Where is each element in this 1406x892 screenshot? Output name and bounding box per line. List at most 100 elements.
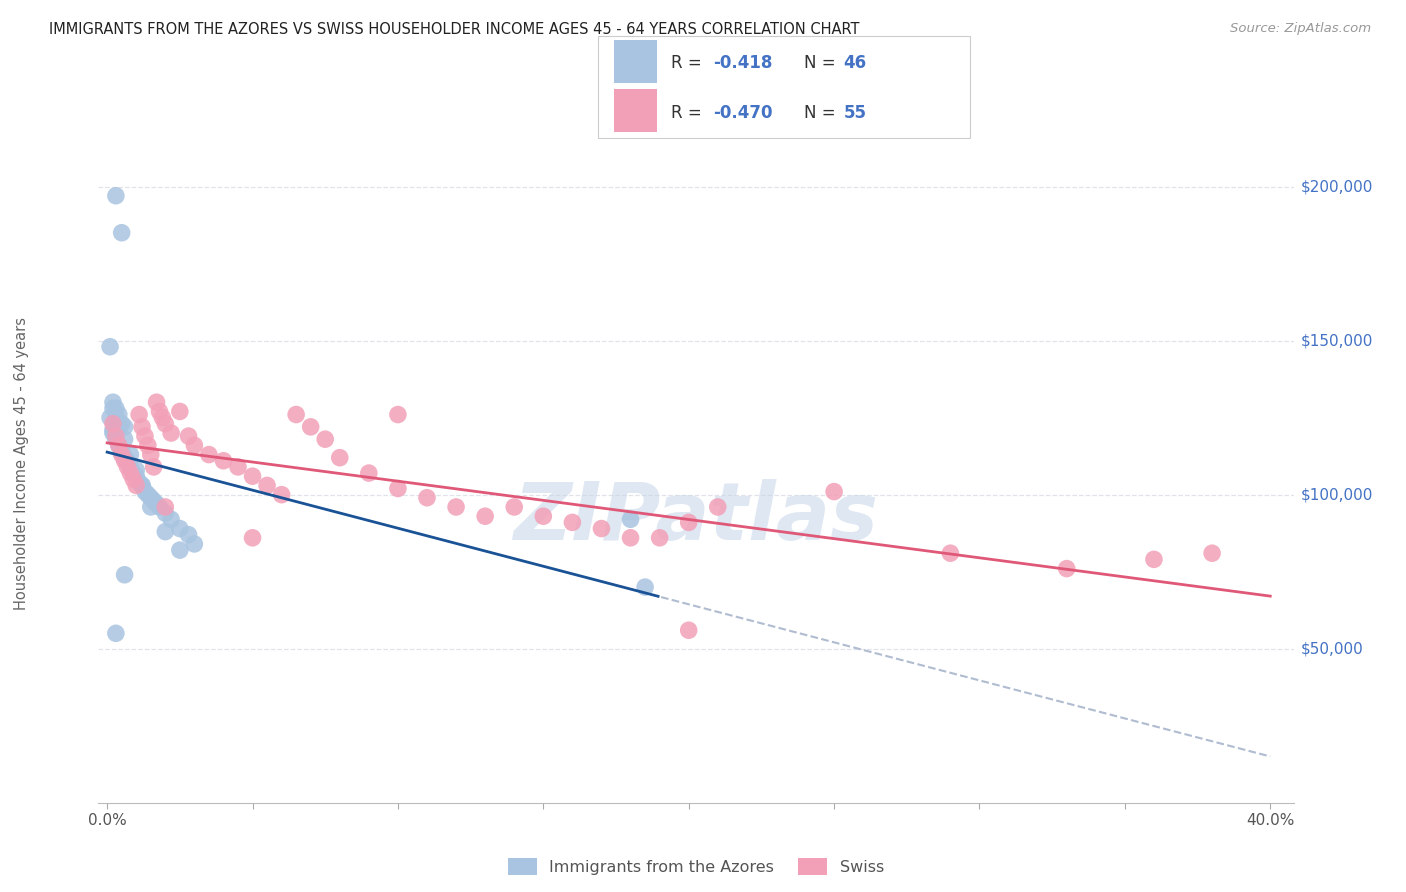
Point [242, 531, 264, 545]
Point [169, 404, 191, 418]
Point [122, 466, 145, 480]
Point [131, 478, 153, 492]
Point [125, 463, 148, 477]
Point [160, 512, 183, 526]
Text: $200,000: $200,000 [1301, 179, 1372, 194]
Text: -0.418: -0.418 [713, 54, 772, 72]
Point [619, 512, 641, 526]
Text: Source: ZipAtlas.com: Source: ZipAtlas.com [1230, 22, 1371, 36]
Point [117, 459, 139, 474]
Point [117, 454, 139, 468]
Point [387, 408, 409, 422]
Point [177, 527, 200, 541]
Point [1143, 552, 1166, 566]
Point [148, 500, 170, 514]
Point [155, 417, 177, 431]
Point [1201, 546, 1223, 560]
Text: $50,000: $50,000 [1301, 641, 1364, 657]
Point [114, 420, 136, 434]
Point [120, 459, 142, 474]
Point [155, 506, 177, 520]
Point [107, 420, 129, 434]
Point [226, 459, 249, 474]
Point [111, 448, 134, 462]
Point [183, 537, 205, 551]
Point [314, 432, 336, 446]
Point [125, 469, 148, 483]
Text: Householder Income Ages 45 - 64 years: Householder Income Ages 45 - 64 years [14, 318, 28, 610]
Point [120, 466, 142, 480]
Text: IMMIGRANTS FROM THE AZORES VS SWISS HOUSEHOLDER INCOME AGES 45 - 64 YEARS CORREL: IMMIGRANTS FROM THE AZORES VS SWISS HOUS… [49, 22, 859, 37]
Point [139, 448, 162, 462]
Point [131, 420, 153, 434]
Point [101, 401, 124, 416]
Point [678, 624, 700, 638]
Point [114, 454, 136, 468]
Point [634, 580, 657, 594]
Point [101, 417, 124, 431]
Point [104, 432, 127, 446]
Text: ZIPatlas: ZIPatlas [513, 479, 879, 558]
Point [104, 626, 127, 640]
Point [104, 188, 127, 202]
Point [136, 438, 159, 452]
Point [619, 531, 641, 545]
Point [939, 546, 962, 560]
Point [128, 475, 150, 490]
Text: $150,000: $150,000 [1301, 333, 1372, 348]
Point [122, 472, 145, 486]
Legend: Immigrants from the Azores, Swiss: Immigrants from the Azores, Swiss [503, 854, 889, 880]
Point [155, 500, 177, 514]
Point [114, 432, 136, 446]
Point [145, 497, 167, 511]
Point [270, 488, 292, 502]
Point [169, 522, 191, 536]
Point [125, 478, 148, 492]
Point [98, 410, 121, 425]
Point [416, 491, 439, 505]
Point [285, 408, 308, 422]
Point [131, 478, 153, 492]
Text: R =: R = [671, 54, 707, 72]
Point [150, 410, 173, 425]
Point [357, 466, 380, 480]
Point [101, 395, 124, 409]
Point [142, 493, 165, 508]
Point [329, 450, 352, 465]
Text: R =: R = [671, 103, 707, 121]
Point [444, 500, 467, 514]
Point [242, 469, 264, 483]
Point [169, 543, 191, 558]
Point [678, 516, 700, 530]
Text: $100,000: $100,000 [1301, 487, 1372, 502]
Point [128, 408, 150, 422]
Point [101, 425, 124, 440]
Point [101, 423, 124, 437]
Point [104, 429, 127, 443]
Text: 46: 46 [844, 54, 866, 72]
Point [107, 408, 129, 422]
Text: -0.470: -0.470 [713, 103, 772, 121]
Point [120, 448, 142, 462]
Text: N =: N = [804, 103, 841, 121]
Point [104, 401, 127, 416]
Point [177, 429, 200, 443]
Point [107, 438, 129, 452]
Point [114, 450, 136, 465]
Point [114, 567, 136, 582]
Point [139, 491, 162, 505]
Point [111, 226, 134, 240]
Point [148, 404, 170, 418]
Point [160, 425, 183, 440]
Point [107, 438, 129, 452]
Point [145, 395, 167, 409]
Point [299, 420, 322, 434]
Point [503, 500, 526, 514]
Point [142, 459, 165, 474]
Point [155, 524, 177, 539]
Point [256, 478, 278, 492]
Point [111, 444, 134, 458]
Point [591, 522, 613, 536]
Point [136, 488, 159, 502]
Point [531, 509, 554, 524]
